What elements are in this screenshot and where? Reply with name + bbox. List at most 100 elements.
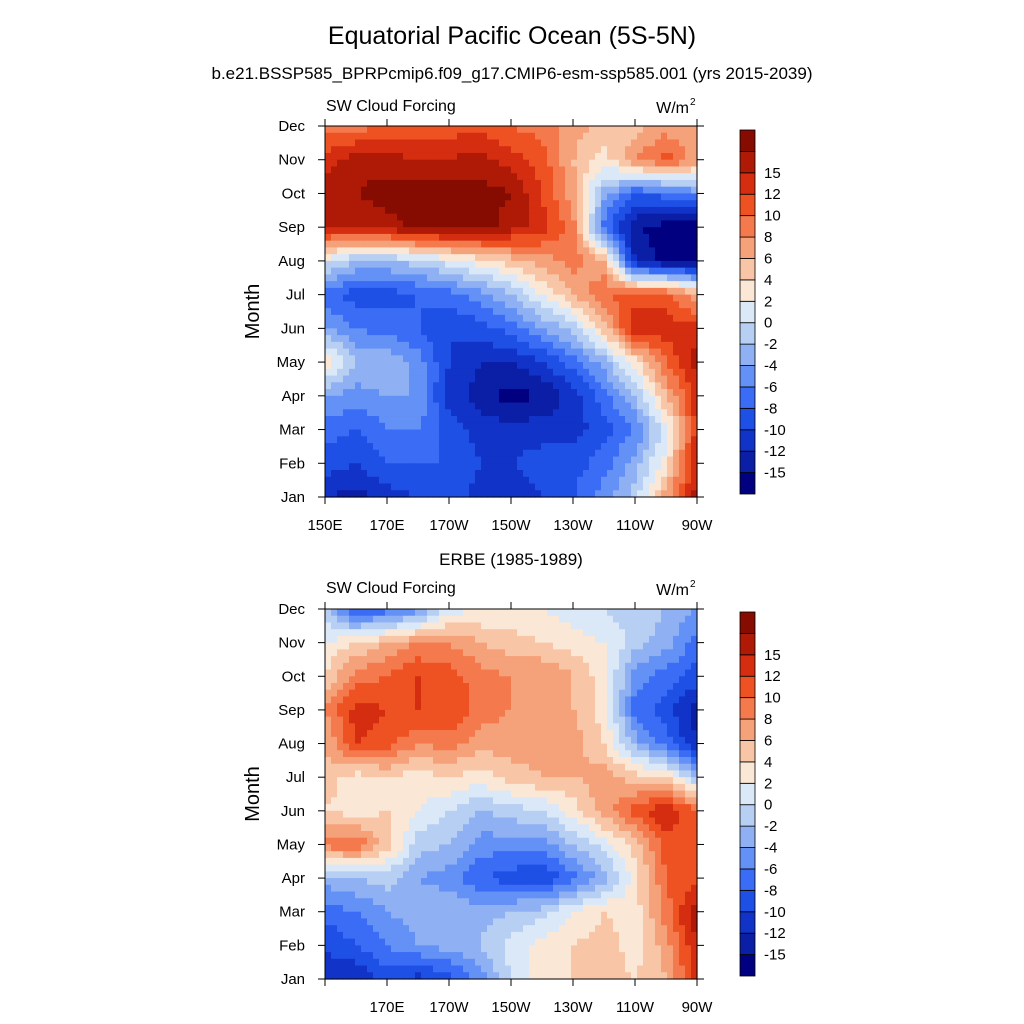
heatmap-cell [439, 220, 446, 228]
heatmap-cell [439, 139, 446, 147]
heatmap-cell [607, 247, 614, 255]
heatmap-cell [487, 609, 494, 617]
heatmap-cell [361, 247, 368, 255]
heatmap-cell [565, 159, 572, 168]
heatmap-cell [643, 152, 650, 161]
heatmap-cell [343, 240, 350, 249]
heatmap-cell [355, 227, 362, 235]
heatmap-cell [469, 763, 476, 772]
heatmap-cell [655, 240, 662, 249]
heatmap-cell [451, 132, 458, 141]
heatmap-cell [553, 703, 560, 711]
heatmap-cell [493, 696, 500, 704]
heatmap-cell [343, 254, 350, 262]
heatmap-cell [451, 683, 458, 691]
heatmap-cell [415, 233, 422, 242]
heatmap-cell [523, 676, 530, 684]
heatmap-cell [547, 132, 554, 141]
heatmap-cell [427, 676, 434, 684]
heatmap-cell [505, 656, 512, 664]
heatmap-cell [661, 173, 668, 181]
heatmap-cell [535, 689, 542, 698]
heatmap-cell [421, 220, 428, 228]
heatmap-cell [487, 132, 494, 141]
heatmap-cell [523, 179, 530, 188]
heatmap-cell [541, 159, 548, 168]
heatmap-cell [511, 622, 518, 630]
heatmap-cell [499, 763, 506, 772]
heatmap-cell [433, 743, 440, 751]
heatmap-cell [511, 683, 518, 691]
heatmap-cell [337, 703, 344, 711]
heatmap-cell [457, 240, 464, 249]
heatmap-cell [397, 213, 404, 222]
heatmap-cell [595, 247, 602, 255]
heatmap-cell [511, 629, 518, 637]
heatmap-cell [571, 173, 578, 181]
heatmap-cell [445, 254, 452, 262]
heatmap-cell [409, 743, 416, 751]
heatmap-cell [589, 757, 596, 765]
heatmap-cell [433, 200, 440, 208]
heatmap-cell [463, 716, 470, 724]
heatmap-cell [625, 649, 632, 657]
heatmap-cell [439, 662, 446, 671]
heatmap-cell [517, 166, 524, 174]
heatmap-cell [559, 179, 566, 188]
heatmap-cell [415, 622, 422, 630]
heatmap-cell [559, 689, 566, 698]
heatmap-cell [679, 736, 686, 745]
heatmap-cell [367, 193, 374, 201]
heatmap-cell [493, 669, 500, 677]
heatmap-cell [565, 152, 572, 161]
heatmap-cell [451, 723, 458, 731]
heatmap-cell [649, 213, 656, 222]
heatmap-cell [601, 649, 608, 657]
heatmap-cell [589, 173, 596, 181]
heatmap-cell [457, 166, 464, 174]
heatmap-cell [661, 233, 668, 242]
heatmap-cell [595, 750, 602, 758]
heatmap-cell [523, 152, 530, 161]
heatmap-cell [673, 716, 680, 724]
heatmap-cell [349, 763, 356, 772]
heatmap-cell [583, 227, 590, 235]
heatmap-cell [415, 676, 422, 684]
heatmap-cell [571, 233, 578, 242]
heatmap-cell [403, 736, 410, 745]
heatmap-cell [511, 233, 518, 242]
heatmap-cell [547, 254, 554, 262]
heatmap-cell [451, 750, 458, 758]
heatmap-cell [391, 233, 398, 242]
heatmap-cell [649, 683, 656, 691]
heatmap-cell [505, 173, 512, 181]
heatmap-cell [361, 615, 368, 624]
heatmap-cell [331, 716, 338, 724]
heatmap-cell [361, 146, 368, 154]
heatmap-cell [469, 206, 476, 215]
heatmap-cell [541, 166, 548, 174]
heatmap-cell [673, 132, 680, 141]
heatmap-cell [535, 240, 542, 249]
heatmap-cell [565, 206, 572, 215]
heatmap-cell [487, 642, 494, 650]
heatmap-cell [481, 254, 488, 262]
heatmap-cell [541, 213, 548, 222]
heatmap-cell [397, 730, 404, 738]
heatmap-cell [505, 723, 512, 731]
heatmap-cell [337, 227, 344, 235]
heatmap-cell [643, 736, 650, 745]
heatmap-cell [685, 656, 692, 664]
heatmap-cell [463, 615, 470, 624]
heatmap-cell [517, 709, 524, 718]
heatmap-cell [481, 206, 488, 215]
heatmap-cell [427, 743, 434, 751]
heatmap-cell [397, 233, 404, 242]
heatmap-cell [679, 159, 686, 168]
heatmap-cell [481, 656, 488, 664]
heatmap-cell [517, 656, 524, 664]
heatmap-cell [325, 763, 332, 772]
heatmap-cell [541, 227, 548, 235]
heatmap-cell [625, 233, 632, 242]
heatmap-cell [667, 683, 674, 691]
